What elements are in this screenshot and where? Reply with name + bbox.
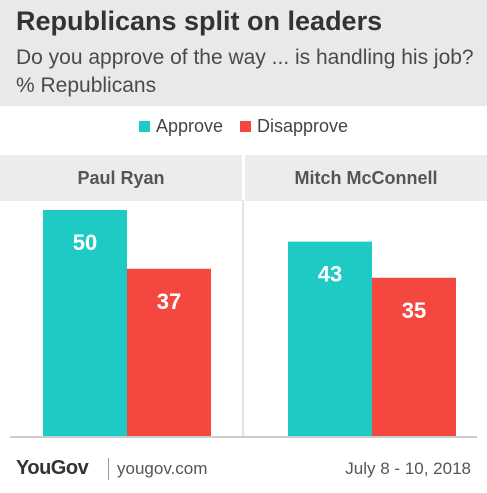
legend-label-disapprove: Disapprove bbox=[257, 116, 349, 136]
bar-chart: 50 37 43 35 bbox=[10, 200, 477, 438]
footer-date: July 8 - 10, 2018 bbox=[345, 459, 471, 478]
data-label-paul-ryan-disapprove: 37 bbox=[157, 289, 181, 314]
x-axis-baseline bbox=[10, 436, 477, 438]
panel-divider bbox=[242, 200, 244, 436]
legend-item-approve: Approve bbox=[138, 116, 223, 137]
panel-header-mitch-mcconnell: Mitch McConnell bbox=[245, 155, 487, 201]
footer-divider bbox=[108, 458, 109, 480]
disapprove-swatch bbox=[240, 121, 251, 132]
header: Republicans split on leaders Do you appr… bbox=[0, 0, 487, 106]
legend-label-approve: Approve bbox=[155, 116, 223, 136]
legend: Approve Disapprove bbox=[0, 116, 487, 137]
legend-item-disapprove: Disapprove bbox=[240, 116, 348, 137]
chart-title: Republicans split on leaders bbox=[16, 6, 383, 36]
data-label-mitch-mcconnell-disapprove: 35 bbox=[402, 298, 426, 323]
bar-mitch-mcconnell-disapprove bbox=[372, 277, 456, 436]
data-label-mitch-mcconnell-approve: 43 bbox=[318, 262, 342, 287]
yougov-logo: YouGov bbox=[16, 457, 89, 479]
panel-header-paul-ryan: Paul Ryan bbox=[0, 155, 242, 201]
chart-subtitle: Do you approve of the way ... is handlin… bbox=[16, 46, 474, 97]
data-label-paul-ryan-approve: 50 bbox=[73, 230, 97, 255]
approve-swatch bbox=[138, 121, 150, 132]
bar-paul-ryan-disapprove bbox=[127, 268, 211, 436]
bar-paul-ryan-approve bbox=[43, 210, 127, 436]
bar-mitch-mcconnell-approve bbox=[288, 241, 372, 436]
footer-site: yougov.com bbox=[117, 459, 208, 478]
